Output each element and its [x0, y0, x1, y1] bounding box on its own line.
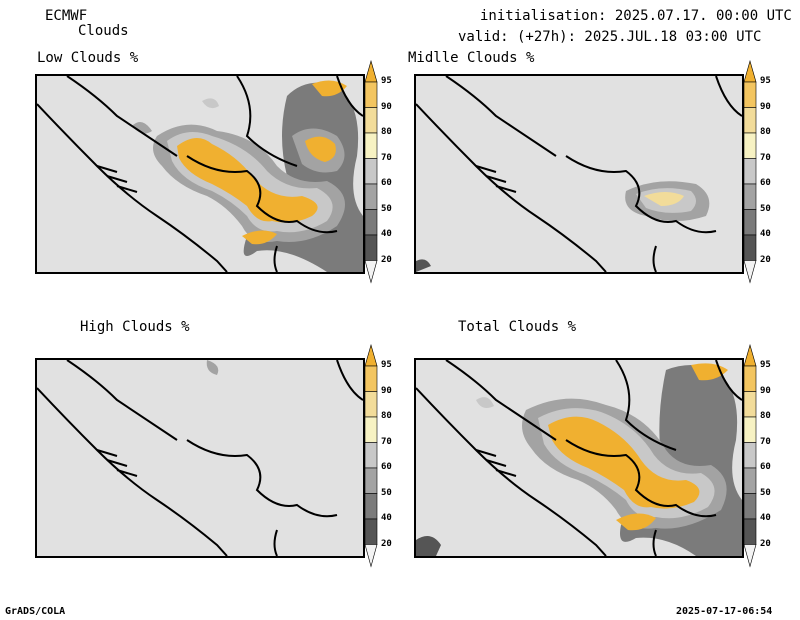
colorbar-level-label: 50	[381, 203, 392, 214]
colorbar-level-label: 50	[381, 487, 392, 498]
colorbar-level-label: 90	[760, 101, 771, 112]
colorbar-segment	[364, 183, 378, 210]
low-clouds-map-svg	[37, 76, 363, 272]
colorbar-level-label: 70	[760, 436, 771, 447]
colorbar-level-label: 80	[381, 127, 392, 137]
colorbar-segment	[364, 391, 378, 418]
panel-title-middle: Midlle Clouds %	[408, 50, 535, 66]
colorbar-swatches	[743, 344, 757, 568]
coastlines-high	[37, 360, 363, 556]
colorbar-level-label: 60	[381, 178, 392, 188]
colorbar-level-label: 95	[760, 360, 771, 370]
colorbar-segment	[743, 81, 757, 108]
colorbar-bottom-arrow	[364, 260, 378, 284]
colorbar-swatches	[364, 344, 378, 568]
cloud-fill-middle	[416, 181, 710, 272]
low-clouds-map	[35, 74, 365, 274]
cloud-fill-high	[206, 360, 219, 375]
colorbar-segment	[364, 518, 378, 545]
colorbar-level-label: 90	[760, 385, 771, 396]
panel-title-total: Total Clouds %	[458, 319, 577, 335]
colorbar-segment	[743, 493, 757, 520]
colorbar-level-label: 60	[760, 178, 771, 188]
high-clouds-map-svg	[37, 360, 363, 556]
footer-software: GrADS/COLA	[5, 606, 66, 617]
colorbar-segment	[364, 442, 378, 469]
colorbar-level-label: 20	[381, 254, 392, 265]
initialisation-time: initialisation: 2025.07.17. 00:00 UTC	[480, 8, 792, 24]
colorbar-bottom-arrow	[743, 544, 757, 568]
high-clouds-map	[35, 358, 365, 558]
colorbar-segment	[743, 467, 757, 494]
colorbar-segment	[743, 416, 757, 443]
coastlines-middle	[416, 76, 742, 272]
colorbar-segment	[364, 493, 378, 520]
colorbar-segment	[743, 391, 757, 418]
colorbar-level-label: 95	[381, 76, 392, 86]
colorbar-level-label: 40	[760, 229, 771, 239]
colorbar-level-label: 95	[381, 360, 392, 370]
colorbar-swatches	[743, 60, 757, 284]
colorbar-segment	[364, 234, 378, 261]
colorbar-level-label: 70	[381, 436, 392, 447]
colorbar-level-label: 20	[381, 538, 392, 549]
colorbar-level-label: 70	[760, 152, 771, 163]
total-clouds-map	[414, 358, 744, 558]
cloud-fill-total	[416, 363, 742, 556]
middle-clouds-map-svg	[416, 76, 742, 272]
colorbar-level-label: 80	[381, 411, 392, 421]
colorbar-segment	[364, 132, 378, 159]
colorbar-segment	[364, 467, 378, 494]
coastlines-total	[416, 360, 742, 556]
colorbar-level-label: 90	[381, 385, 392, 396]
colorbar-segment	[743, 107, 757, 134]
colorbar-top-arrow	[364, 60, 378, 83]
colorbar-level-label: 95	[760, 76, 771, 86]
panel-title-low: Low Clouds %	[37, 50, 139, 66]
colorbar-level-label: 60	[381, 462, 392, 472]
colorbar-level-label: 50	[760, 487, 771, 498]
colorbar-level-label: 20	[760, 538, 771, 549]
colorbar-level-label: 40	[760, 513, 771, 523]
colorbar-level-label: 70	[381, 152, 392, 163]
cloud-fill-low	[132, 80, 363, 272]
colorbar-segment	[364, 107, 378, 134]
colorbar-segment	[743, 365, 757, 392]
coastlines-low	[37, 76, 363, 272]
valid-time: valid: (+27h): 2025.JUL.18 03:00 UTC	[458, 29, 762, 45]
colorbar-segment	[364, 209, 378, 236]
colorbar-level-label: 40	[381, 229, 392, 239]
colorbar-segment	[743, 518, 757, 545]
colorbar-bottom-arrow	[743, 260, 757, 284]
product-subtitle: Clouds	[78, 23, 129, 39]
colorbar-segment	[743, 209, 757, 236]
footer-timestamp: 2025-07-17-06:54	[676, 606, 773, 617]
colorbar-segment	[743, 234, 757, 261]
colorbar-segment	[364, 81, 378, 108]
panel-title-high: High Clouds %	[80, 319, 190, 335]
middle-clouds-map	[414, 74, 744, 274]
colorbar-segment	[364, 416, 378, 443]
colorbar-level-label: 20	[760, 254, 771, 265]
total-clouds-map-svg	[416, 360, 742, 556]
colorbar-segment	[743, 183, 757, 210]
colorbar-bottom-arrow	[364, 544, 378, 568]
colorbar-level-label: 80	[760, 127, 771, 137]
colorbar-swatches	[364, 60, 378, 284]
model-name: ECMWF	[45, 8, 88, 24]
colorbar-level-label: 40	[381, 513, 392, 523]
colorbar-top-arrow	[364, 344, 378, 367]
colorbar-top-arrow	[743, 60, 757, 83]
colorbar-level-label: 80	[760, 411, 771, 421]
colorbar-segment	[364, 158, 378, 185]
colorbar-segment	[743, 158, 757, 185]
colorbar-segment	[743, 132, 757, 159]
colorbar-segment	[364, 365, 378, 392]
colorbar-top-arrow	[743, 344, 757, 367]
colorbar-level-label: 60	[760, 462, 771, 472]
colorbar-level-label: 50	[760, 203, 771, 214]
colorbar-segment	[743, 442, 757, 469]
colorbar-level-label: 90	[381, 101, 392, 112]
